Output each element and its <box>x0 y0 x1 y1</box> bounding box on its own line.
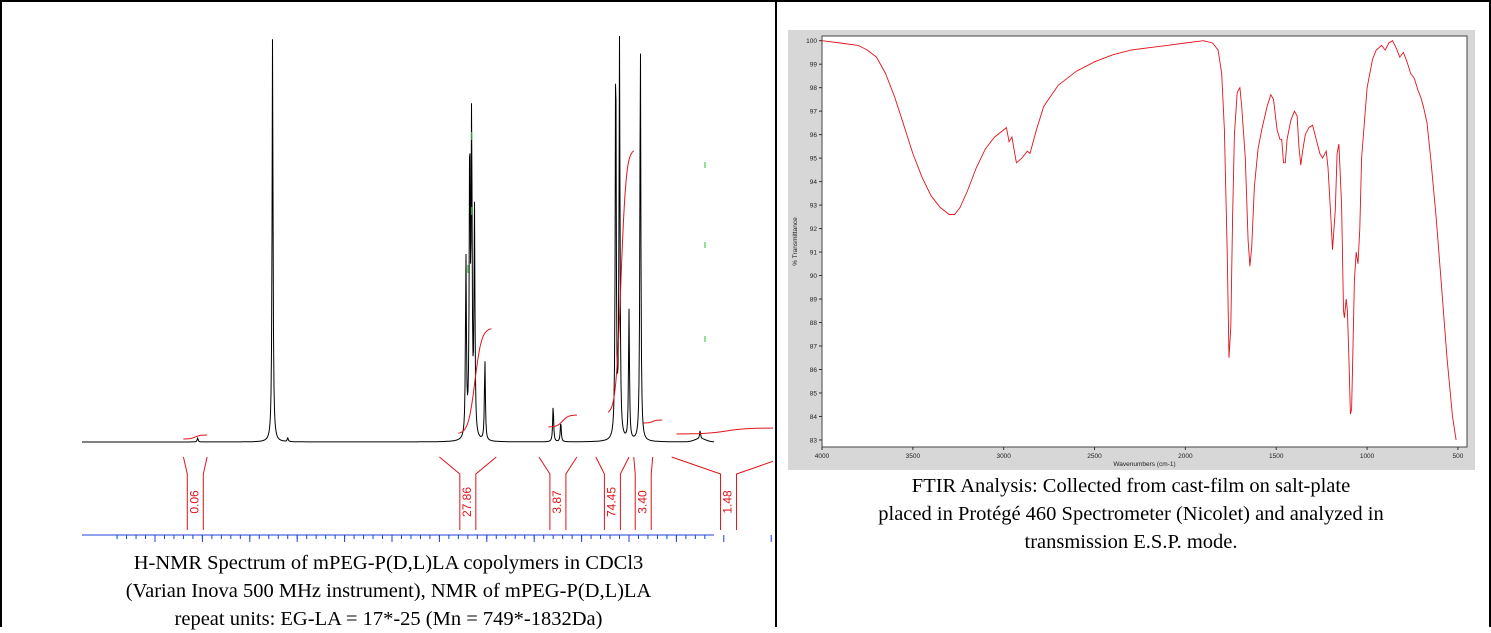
nmr-caption-line: H-NMR Spectrum of mPEG-P(D,L)LA copolyme… <box>133 552 644 574</box>
nmr-integral: 1.48 <box>671 456 773 530</box>
ftir-y-tick-label: 96 <box>810 132 818 139</box>
ftir-caption-line: transmission E.S.P. mode. <box>1024 531 1238 553</box>
ftir-y-axis-label: % Transmittance <box>792 217 799 266</box>
nmr-spectrum-line <box>82 35 715 443</box>
ftir-y-tick-label: 85 <box>810 390 818 397</box>
ftir-y-tick-label: 91 <box>810 250 818 257</box>
nmr-integral-bracket <box>595 456 630 530</box>
ftir-y-tick-label: 86 <box>810 367 818 374</box>
nmr-caption: H-NMR Spectrum of mPEG-P(D,L)LA copolyme… <box>2 549 775 633</box>
ftir-x-axis-label: Wavenumbers (cm-1) <box>1113 461 1175 468</box>
nmr-caption-line: repeat units: EG-LA = 17*-25 (Mn = 749*-… <box>174 608 603 630</box>
ftir-x-tick-label: 2000 <box>1178 453 1193 460</box>
ftir-x-tick-label: 1500 <box>1269 453 1284 460</box>
ftir-y-tick-label: 98 <box>810 85 818 92</box>
ftir-caption-line: FTIR Analysis: Collected from cast-film … <box>911 475 1351 497</box>
nmr-integral-curve <box>183 434 208 440</box>
ftir-x-tick-label: 1000 <box>1360 453 1375 460</box>
nmr-integral-bracket <box>538 456 578 530</box>
ftir-caption: FTIR Analysis: Collected from cast-film … <box>775 472 1487 556</box>
ftir-y-tick-label: 87 <box>810 344 818 351</box>
nmr-integral-label: 0.06 <box>187 490 201 514</box>
nmr-integral-curve <box>676 427 773 435</box>
ftir-spectrum-chart: 83 84 85 86 87 88 89 90 91 92 93 94 95 96 97 98 99 100 400… <box>788 30 1475 470</box>
nmr-integral: 0.06 <box>182 456 208 530</box>
ftir-y-tick-label: 83 <box>810 437 818 444</box>
nmr-integral-label: 1.48 <box>721 490 735 514</box>
nmr-integral: 27.86 <box>439 456 497 530</box>
ftir-x-tick-label: 500 <box>1452 453 1463 460</box>
ftir-y-tick-label: 100 <box>806 38 817 45</box>
nmr-caption-line: (Varian Inova 500 MHz instrument), NMR o… <box>125 580 652 602</box>
ftir-y-tick-label: 84 <box>810 414 818 421</box>
ftir-y-tick-label: 94 <box>810 179 818 186</box>
nmr-integral-label: 3.87 <box>550 490 564 514</box>
ftir-y-tick-label: 99 <box>810 62 818 69</box>
ftir-y-tick-label: 95 <box>810 156 818 163</box>
ftir-plot-area <box>821 35 1468 448</box>
nmr-panel: 0.0627.863.8774.453.401.48100.005.030.83… <box>0 0 777 630</box>
nmr-integral: 3.87 <box>538 456 578 530</box>
ftir-y-tick-label: 90 <box>810 273 818 280</box>
ftir-y-tick-label: 88 <box>810 320 818 327</box>
nmr-integral: 74.45 <box>595 456 630 530</box>
nmr-integral: 3.40 <box>633 456 654 530</box>
nmr-integral-curve <box>458 328 492 434</box>
nmr-integral-label: 74.45 <box>605 487 619 517</box>
ftir-y-tick-label: 93 <box>810 203 818 210</box>
nmr-integral-bracket <box>439 456 497 530</box>
ftir-y-tick-label: 92 <box>810 226 818 233</box>
nmr-integral-bracket <box>182 456 208 530</box>
ftir-y-tick-label: 97 <box>810 109 818 116</box>
nmr-spectrum-chart: 0.0627.863.8774.453.401.48100.005.030.83… <box>82 35 773 542</box>
nmr-integral-bracket <box>671 456 773 530</box>
nmr-integral-label: 3.40 <box>635 490 649 514</box>
ftir-x-tick-label: 2500 <box>1087 453 1102 460</box>
nmr-integral-curve <box>548 414 577 428</box>
nmr-integral-curve <box>643 419 663 424</box>
ftir-panel: 83 84 85 86 87 88 89 90 91 92 93 94 95 96 97 98 99 100 400… <box>775 0 1491 627</box>
ftir-y-tick-label: 89 <box>810 297 818 304</box>
ftir-x-tick-label: 3000 <box>996 453 1011 460</box>
ftir-x-tick-label: 3500 <box>906 453 921 460</box>
ftir-caption-line: placed in Protégé 460 Spectrometer (Nico… <box>878 503 1384 525</box>
ftir-spectrum-line <box>821 40 1457 441</box>
nmr-integral-label: 27.86 <box>460 487 474 517</box>
nmr-integral-curve <box>607 150 635 413</box>
nmr-integral-bracket <box>633 456 654 530</box>
ftir-x-tick-label: 4000 <box>815 453 830 460</box>
